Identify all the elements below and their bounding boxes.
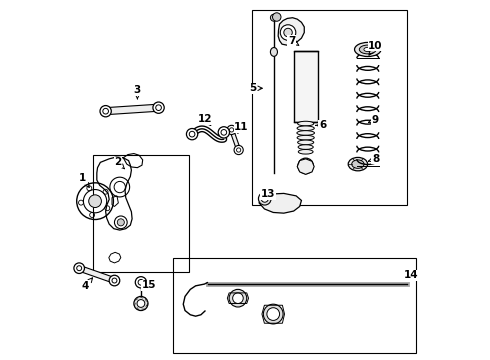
- Circle shape: [135, 277, 147, 288]
- Ellipse shape: [297, 135, 314, 140]
- Text: 15: 15: [142, 280, 156, 290]
- Text: 6: 6: [316, 120, 326, 130]
- Bar: [252, 10, 407, 205]
- Ellipse shape: [355, 42, 381, 57]
- Ellipse shape: [270, 48, 277, 57]
- Ellipse shape: [297, 140, 314, 145]
- Circle shape: [218, 127, 229, 138]
- Circle shape: [258, 192, 271, 205]
- Circle shape: [229, 289, 247, 307]
- Ellipse shape: [348, 157, 368, 171]
- Text: 13: 13: [261, 189, 275, 199]
- Bar: [294, 51, 318, 122]
- Circle shape: [109, 275, 120, 286]
- Circle shape: [227, 125, 236, 135]
- Text: 12: 12: [198, 114, 213, 126]
- Text: 10: 10: [368, 41, 383, 55]
- Ellipse shape: [297, 131, 315, 135]
- Circle shape: [117, 219, 124, 226]
- Circle shape: [234, 145, 243, 154]
- Circle shape: [284, 28, 292, 37]
- Circle shape: [89, 195, 101, 207]
- Polygon shape: [259, 193, 301, 213]
- Circle shape: [263, 304, 283, 324]
- Circle shape: [272, 13, 281, 21]
- Bar: [93, 155, 189, 272]
- Text: 5: 5: [249, 83, 262, 93]
- Text: 9: 9: [368, 115, 379, 125]
- Ellipse shape: [297, 121, 314, 126]
- Ellipse shape: [359, 45, 376, 54]
- Text: 7: 7: [288, 36, 299, 46]
- Text: 2: 2: [114, 157, 124, 169]
- Circle shape: [233, 293, 243, 303]
- Ellipse shape: [364, 48, 371, 51]
- Polygon shape: [278, 18, 304, 45]
- Circle shape: [280, 25, 296, 40]
- Text: 3: 3: [134, 85, 141, 99]
- Text: 4: 4: [82, 278, 93, 291]
- Text: 1: 1: [79, 173, 89, 188]
- Circle shape: [74, 263, 84, 274]
- Circle shape: [261, 195, 269, 202]
- Circle shape: [267, 308, 280, 320]
- Ellipse shape: [298, 145, 313, 149]
- Polygon shape: [105, 104, 159, 115]
- Circle shape: [100, 105, 111, 117]
- Polygon shape: [297, 159, 314, 174]
- Circle shape: [137, 300, 145, 307]
- Text: 8: 8: [368, 154, 379, 164]
- Circle shape: [270, 14, 277, 21]
- Text: 14: 14: [403, 270, 418, 280]
- Circle shape: [298, 158, 314, 174]
- Polygon shape: [229, 129, 241, 151]
- Polygon shape: [78, 266, 116, 283]
- Circle shape: [302, 162, 310, 170]
- Text: 11: 11: [234, 122, 249, 133]
- Circle shape: [153, 102, 164, 113]
- Circle shape: [134, 296, 148, 311]
- Ellipse shape: [352, 160, 364, 168]
- Ellipse shape: [298, 149, 313, 154]
- Bar: [172, 258, 416, 353]
- Circle shape: [186, 129, 198, 140]
- Ellipse shape: [297, 126, 314, 131]
